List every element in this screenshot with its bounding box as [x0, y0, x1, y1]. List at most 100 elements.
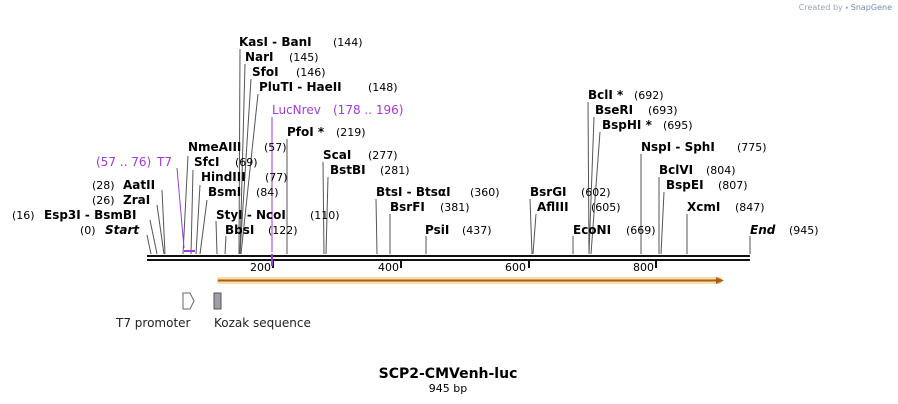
site-bspei-pos: (807) — [718, 179, 748, 192]
site-bstbi-pos: (281) — [380, 164, 410, 177]
site-esp3i-bsmbi[interactable]: Esp3I - BsmBI — [44, 208, 136, 222]
bbsi-marker-line — [224, 235, 227, 255]
end-label: End — [750, 223, 776, 237]
site-xcmi[interactable]: XcmI — [687, 200, 720, 214]
site-bseri-pos: (693) — [648, 104, 678, 117]
site-sfoi[interactable]: SfoI — [252, 65, 279, 79]
site-pfoi[interactable]: PfoI * — [287, 125, 325, 139]
site-bsrgi[interactable]: BsrGI — [530, 185, 567, 199]
site-zrai[interactable]: ZraI — [123, 193, 150, 207]
site-nari[interactable]: NarI — [245, 50, 274, 64]
bcli-marker-line — [587, 101, 590, 255]
primer-t7-range: (57 .. 76) — [96, 155, 151, 169]
site-kasi-bani[interactable]: KasI - BanI — [239, 35, 312, 49]
ruler-label-200: 200 — [250, 261, 271, 274]
site-styi-ncoi[interactable]: StyI - NcoI — [216, 208, 286, 222]
site-pfoi-pos: (219) — [336, 126, 366, 139]
afliii-marker-line — [532, 213, 537, 255]
sfoi-marker-line — [239, 78, 252, 255]
site-sfci-pos: (69) — [235, 156, 258, 169]
snapgene-logo-icon: ⬩ — [845, 3, 849, 12]
site-bsphi[interactable]: BspHI * — [602, 118, 653, 132]
site-bclvi[interactable]: BclVI — [659, 163, 693, 177]
luc-orf-arrow[interactable] — [217, 277, 724, 284]
site-scai-pos: (277) — [368, 149, 398, 162]
feature-kozak[interactable]: Kozak sequence — [213, 292, 311, 330]
site-bsmi[interactable]: BsmI — [208, 185, 241, 199]
bsphi-marker-line — [590, 131, 601, 255]
scai-marker-line — [322, 161, 325, 255]
ruler-label-400: 400 — [378, 261, 399, 274]
site-afliii[interactable]: AflIII — [537, 200, 569, 214]
site-hindiii-pos: (77) — [265, 171, 288, 184]
pluti-marker-line — [240, 93, 259, 255]
site-marker-lines — [146, 48, 751, 255]
site-sfoi-pos: (146) — [296, 66, 326, 79]
bsrgi-marker-line — [529, 198, 533, 255]
site-xcmi-pos: (847) — [735, 201, 765, 214]
site-econi-pos: (669) — [626, 224, 656, 237]
site-bcli-pos: (692) — [634, 89, 664, 102]
site-bsphi-pos: (695) — [663, 119, 693, 132]
aatii-marker-line — [161, 189, 166, 255]
promoter-arrow-icon — [182, 292, 195, 310]
primer-t7-leader — [176, 167, 185, 249]
restriction-site-labels: (16) Esp3I - BsmBI (26) ZraI (28) AatII … — [12, 35, 767, 237]
bstbi-marker-line — [325, 176, 329, 255]
site-scai[interactable]: ScaI — [323, 148, 351, 162]
site-aatii-pos: (28) — [92, 179, 115, 192]
site-styi-ncoi-pos: (110) — [310, 209, 340, 222]
site-bbsi[interactable]: BbsI — [225, 223, 254, 237]
primer-lucnrev-range: (178 .. 196) — [333, 103, 403, 117]
site-bseri[interactable]: BseRI — [595, 103, 633, 117]
bseri-marker-line — [588, 116, 595, 255]
start-label: Start — [105, 223, 140, 237]
site-kasi-bani-pos: (144) — [333, 36, 363, 49]
site-zrai-pos: (26) — [92, 194, 115, 207]
site-bspei[interactable]: BspEI — [666, 178, 704, 192]
site-psii[interactable]: PsiI — [425, 223, 449, 237]
site-nspi-sphi[interactable]: NspI - SphI — [641, 140, 715, 154]
site-sfci[interactable]: SfcI — [194, 155, 219, 169]
feature-t7-promoter[interactable]: T7 promoter — [115, 292, 195, 330]
site-bcli[interactable]: BclI * — [588, 88, 624, 102]
site-aatii[interactable]: AatII — [123, 178, 155, 192]
site-bsrgi-pos: (602) — [581, 186, 611, 199]
primer-lucnrev[interactable]: LucNrev (178 .. 196) — [271, 103, 403, 266]
primer-lucnrev-label: LucNrev — [272, 103, 321, 117]
site-nmeaiii-pos: (57) — [264, 141, 287, 154]
site-bsrfi[interactable]: BsrFI — [390, 200, 425, 214]
feature-kozak-label: Kozak sequence — [214, 316, 311, 330]
site-hindiii[interactable]: HindIII — [201, 170, 246, 184]
watermark-brand: SnapGene — [850, 3, 892, 12]
site-btsi-btsai[interactable]: BtsI - BtsαI — [376, 185, 451, 199]
snapgene-watermark: Created by ⬩ SnapGene — [799, 3, 892, 13]
primer-t7[interactable]: (57 .. 76) T7 — [96, 155, 195, 252]
plasmid-size: 945 bp — [429, 382, 467, 395]
site-bsmi-pos: (84) — [256, 186, 279, 199]
site-bbsi-pos: (122) — [268, 224, 298, 237]
site-pluti-haeii[interactable]: PluTI - HaeII — [259, 80, 342, 94]
styi-marker-line — [215, 220, 218, 255]
site-nspi-sphi-pos: (775) — [737, 141, 767, 154]
ruler-label-600: 600 — [505, 261, 526, 274]
site-bstbi[interactable]: BstBI — [330, 163, 366, 177]
sfci-marker-line — [190, 169, 194, 255]
site-econi[interactable]: EcoNI — [573, 223, 611, 237]
site-pluti-haeii-pos: (148) — [368, 81, 398, 94]
site-nari-pos: (145) — [289, 51, 319, 64]
site-bsrfi-pos: (381) — [440, 201, 470, 214]
nmeaiii-marker-line — [182, 155, 189, 255]
zrai-marker-line — [156, 204, 165, 255]
site-nmeaiii[interactable]: NmeAIII — [188, 140, 241, 154]
start-marker-line — [146, 234, 152, 255]
site-psii-pos: (437) — [462, 224, 492, 237]
site-esp3i-pos: (16) — [12, 209, 35, 222]
feature-t7-promoter-label: T7 promoter — [115, 316, 191, 330]
site-bclvi-pos: (804) — [706, 164, 736, 177]
site-btsi-btsai-pos: (360) — [470, 186, 500, 199]
ruler-label-800: 800 — [633, 261, 654, 274]
nari-marker-line — [239, 63, 246, 255]
watermark-prefix: Created by — [798, 3, 843, 12]
